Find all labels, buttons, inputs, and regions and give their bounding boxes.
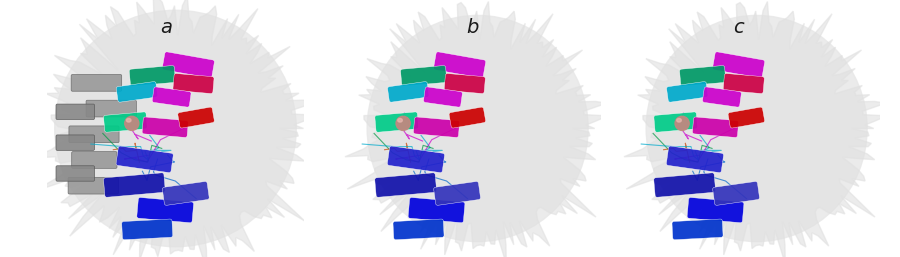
Polygon shape (345, 2, 608, 257)
FancyBboxPatch shape (445, 74, 485, 94)
FancyBboxPatch shape (162, 181, 209, 205)
FancyBboxPatch shape (434, 52, 486, 78)
FancyBboxPatch shape (116, 146, 174, 173)
FancyBboxPatch shape (667, 81, 708, 102)
Ellipse shape (126, 118, 131, 122)
FancyBboxPatch shape (653, 173, 716, 197)
FancyBboxPatch shape (104, 112, 148, 132)
FancyBboxPatch shape (388, 81, 429, 102)
FancyBboxPatch shape (56, 135, 94, 150)
FancyBboxPatch shape (449, 107, 486, 128)
FancyBboxPatch shape (413, 117, 460, 137)
Ellipse shape (55, 10, 296, 247)
FancyBboxPatch shape (687, 197, 744, 223)
FancyBboxPatch shape (692, 117, 739, 137)
FancyBboxPatch shape (142, 117, 188, 137)
FancyBboxPatch shape (130, 66, 176, 86)
Text: b: b (466, 18, 479, 37)
FancyBboxPatch shape (408, 197, 465, 223)
FancyBboxPatch shape (393, 219, 444, 240)
Polygon shape (31, 0, 318, 257)
FancyBboxPatch shape (713, 52, 765, 78)
Ellipse shape (367, 15, 589, 242)
FancyBboxPatch shape (374, 173, 436, 197)
FancyBboxPatch shape (68, 177, 119, 194)
FancyBboxPatch shape (56, 104, 94, 120)
FancyBboxPatch shape (152, 87, 191, 107)
Polygon shape (624, 2, 886, 257)
FancyBboxPatch shape (424, 87, 463, 107)
FancyBboxPatch shape (69, 126, 119, 143)
FancyBboxPatch shape (703, 87, 742, 107)
FancyBboxPatch shape (116, 81, 158, 102)
FancyBboxPatch shape (434, 181, 481, 205)
FancyBboxPatch shape (680, 66, 725, 86)
FancyBboxPatch shape (173, 74, 214, 94)
Ellipse shape (677, 118, 681, 122)
Ellipse shape (398, 118, 402, 122)
FancyBboxPatch shape (162, 52, 214, 78)
FancyBboxPatch shape (724, 74, 764, 94)
FancyBboxPatch shape (72, 152, 117, 168)
Text: c: c (733, 18, 743, 37)
FancyBboxPatch shape (104, 173, 166, 197)
Text: a: a (160, 18, 173, 37)
FancyBboxPatch shape (56, 166, 94, 181)
FancyBboxPatch shape (672, 219, 723, 240)
FancyBboxPatch shape (375, 112, 419, 132)
FancyBboxPatch shape (86, 100, 137, 117)
FancyBboxPatch shape (713, 181, 760, 205)
FancyBboxPatch shape (400, 66, 446, 86)
FancyBboxPatch shape (387, 146, 445, 173)
Ellipse shape (125, 116, 139, 130)
FancyBboxPatch shape (178, 107, 214, 128)
FancyBboxPatch shape (71, 75, 122, 91)
Ellipse shape (396, 116, 410, 130)
FancyBboxPatch shape (137, 197, 194, 223)
Ellipse shape (675, 116, 689, 130)
FancyBboxPatch shape (122, 219, 173, 240)
FancyBboxPatch shape (654, 112, 698, 132)
Ellipse shape (646, 15, 868, 242)
FancyBboxPatch shape (666, 146, 724, 173)
FancyBboxPatch shape (728, 107, 765, 128)
